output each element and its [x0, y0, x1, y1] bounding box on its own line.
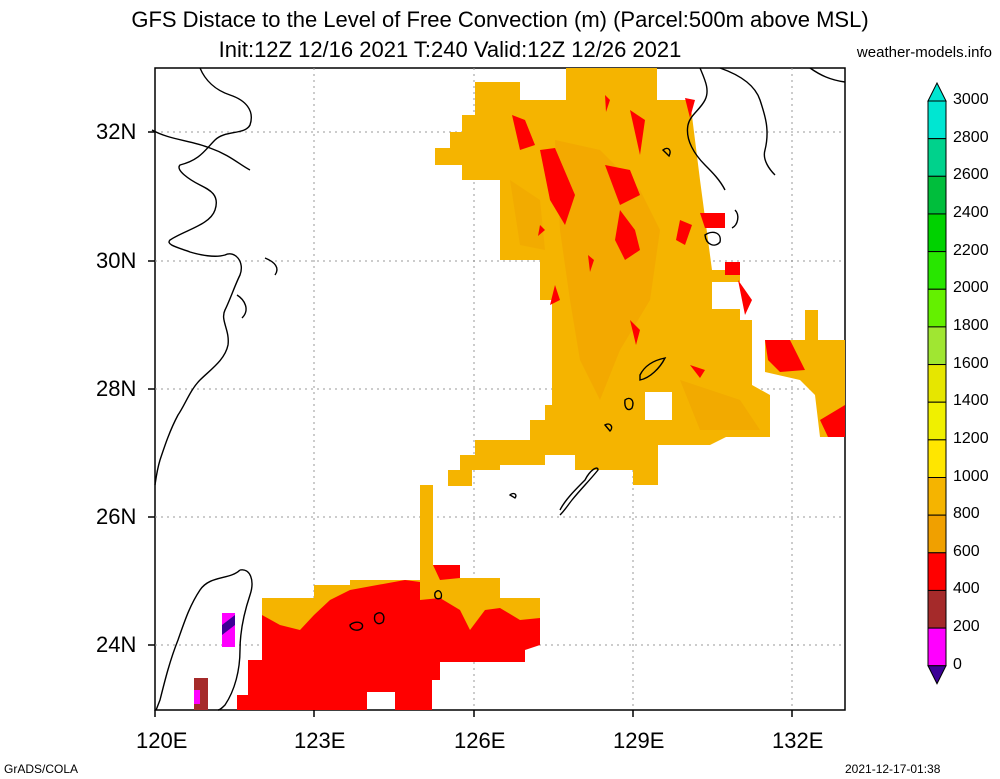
colorbar-label: 400: [953, 580, 980, 598]
colorbar-min-arrow: [927, 665, 947, 685]
lon-label-120: 120E: [136, 728, 188, 753]
coastlines: [151, 67, 846, 711]
lat-label-32: 32N: [96, 119, 137, 144]
colorbar-swatch: [927, 589, 947, 629]
colorbar-label: 600: [953, 542, 980, 560]
colorbar-swatch: [927, 477, 947, 516]
map-title: GFS Distace to the Level of Free Convect…: [131, 7, 869, 32]
colorbar-label: 1200: [953, 429, 989, 447]
colorbar-swatch: [927, 326, 947, 366]
lon-label-132: 132E: [772, 728, 824, 753]
footer-left: GrADS/COLA: [4, 762, 79, 776]
colorbar-swatch: [927, 552, 947, 591]
colorbar-label: 200: [953, 618, 980, 636]
colorbar-swatch: [927, 100, 947, 140]
lat-label-24: 24N: [96, 632, 137, 657]
colorbar-swatch: [927, 514, 947, 554]
colorbar-swatch: [927, 175, 947, 215]
footer-right: 2021-12-17-01:38: [845, 762, 941, 776]
colorbar-label: 1600: [953, 354, 989, 372]
colorbar-label: 1000: [953, 467, 989, 485]
colorbar-label: 2600: [953, 166, 989, 184]
colorbar-swatch: [927, 364, 947, 403]
colorbar-label: 2200: [953, 241, 989, 259]
colorbar-label: 2400: [953, 203, 989, 221]
lfc-field-north: [435, 68, 845, 486]
lon-label-126: 126E: [454, 728, 506, 753]
colorbar-swatch: [927, 138, 947, 177]
axis-ticks: [148, 131, 793, 717]
site-label: weather-models.info: [856, 44, 992, 61]
colorbar-max-arrow: [927, 81, 947, 102]
colorbar-label: 1800: [953, 316, 989, 334]
colorbar-swatch: [927, 439, 947, 479]
colorbar-label: 800: [953, 505, 980, 523]
colorbar-label: 0: [953, 655, 962, 673]
colorbar-swatch: [927, 627, 947, 667]
colorbar-swatch: [927, 213, 947, 253]
lat-label-26: 26N: [96, 504, 137, 529]
colorbar-label: 3000: [953, 91, 989, 108]
lfc-field-south: [194, 485, 540, 710]
colorbar-label: 2800: [953, 128, 989, 146]
colorbar-label: 2000: [953, 279, 989, 297]
map-subtitle: Init:12Z 12/16 2021 T:240 Valid:12Z 12/2…: [218, 37, 682, 62]
lfc-red-patches-north: [512, 95, 845, 437]
colorbar-swatch: [927, 401, 947, 441]
lon-label-129: 129E: [613, 728, 665, 753]
lon-label-123: 123E: [294, 728, 346, 753]
lat-label-30: 30N: [96, 248, 137, 273]
colorbar-swatch: [927, 251, 947, 290]
lat-label-28: 28N: [96, 376, 137, 401]
colorbar-swatch: [927, 288, 947, 328]
colorbar-label: 1400: [953, 392, 989, 410]
